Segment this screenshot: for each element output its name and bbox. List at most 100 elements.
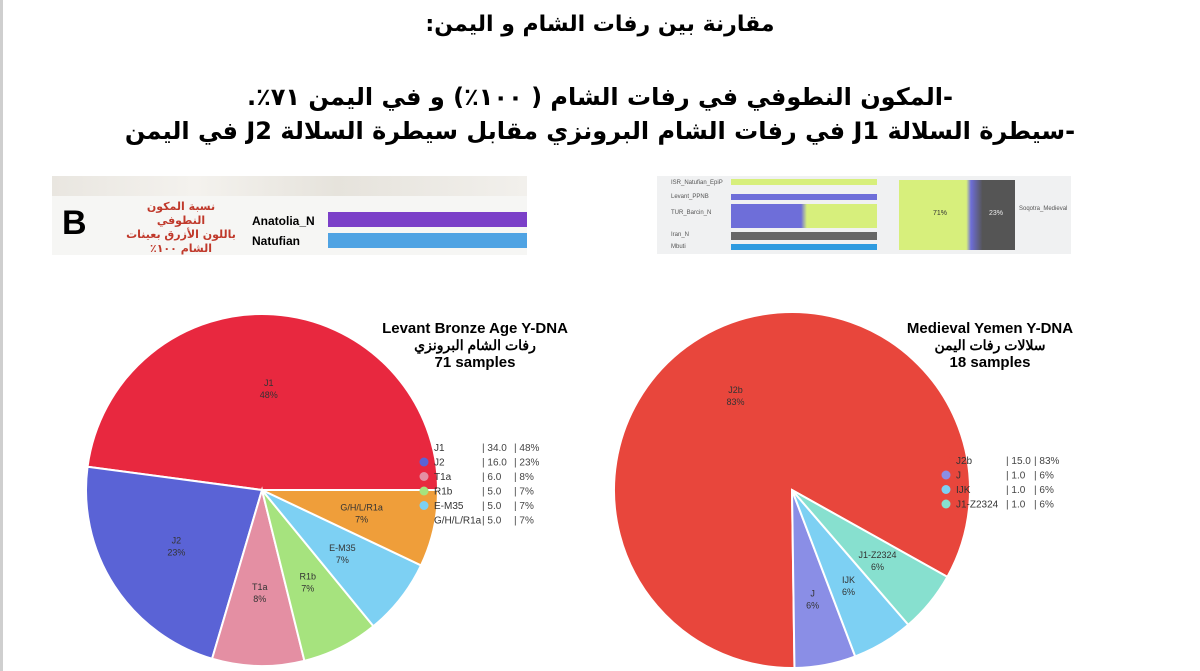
note-line: باللون الأزرق بعينات bbox=[126, 228, 236, 241]
legend-percent: | 6% bbox=[1034, 500, 1054, 511]
slice-percent-label: 7% bbox=[355, 514, 368, 524]
row-label: Iran_N bbox=[671, 232, 690, 238]
legend-label: IJK bbox=[956, 485, 971, 496]
legend-label: T1a bbox=[434, 472, 452, 483]
legend-swatch bbox=[419, 486, 429, 496]
slice-label: J2b bbox=[728, 385, 743, 395]
admixture-strip bbox=[731, 194, 877, 200]
admixture-strip bbox=[731, 244, 877, 250]
legend-value: | 1.0 bbox=[1006, 471, 1026, 482]
panel-b-letter: B bbox=[62, 204, 87, 242]
slice-label: IJK bbox=[842, 575, 855, 585]
row-label: Levant_PPNB bbox=[671, 194, 709, 200]
note-line: الشام ١٠٠٪ bbox=[150, 242, 212, 255]
admixture-strip bbox=[731, 179, 877, 185]
legend-swatch bbox=[419, 515, 429, 525]
legend-percent: | 7% bbox=[514, 516, 534, 527]
legend-value: | 34.0 bbox=[482, 443, 507, 454]
levant-chart-subtitle: رفات الشام البرونزي bbox=[414, 337, 536, 353]
pie-slice bbox=[791, 489, 949, 627]
legend-swatch bbox=[419, 443, 429, 452]
anatolia-ancestry-bar bbox=[328, 212, 527, 227]
legend-swatch bbox=[419, 501, 429, 510]
legend-percent: | 48% bbox=[514, 443, 539, 454]
note-line: نسبة المكون النطوفي bbox=[146, 200, 216, 227]
pie-slice bbox=[86, 313, 440, 491]
legend-percent: | 6% bbox=[1034, 471, 1054, 482]
pie-slice bbox=[613, 311, 971, 669]
legend-label: J1 bbox=[434, 443, 445, 454]
slice-label: J1 bbox=[264, 378, 274, 388]
slice-label: T1a bbox=[252, 582, 268, 592]
legend-percent: | 83% bbox=[1034, 456, 1059, 467]
slice-percent-label: 83% bbox=[726, 397, 744, 407]
slice-percent-label: 6% bbox=[806, 600, 819, 610]
levant-chart-samples: 71 samples bbox=[434, 354, 516, 371]
pie-slice bbox=[210, 486, 306, 667]
slice-percent-label: 7% bbox=[336, 555, 349, 565]
yemen-chart-subtitle: سلالات رفات اليمن bbox=[934, 337, 1046, 353]
population-label-natufian: Natufian bbox=[252, 234, 300, 248]
row-label: ISR_Natufian_EpiP bbox=[671, 180, 723, 186]
slice-percent-label: 48% bbox=[260, 390, 278, 400]
slice-label: J bbox=[810, 588, 815, 598]
legend-percent: | 8% bbox=[514, 472, 534, 483]
legend-percent: | 6% bbox=[1034, 485, 1054, 496]
yemen-chart-samples: 18 samples bbox=[949, 354, 1031, 371]
admixture-strip bbox=[731, 204, 877, 228]
soqotra-admixture-block bbox=[899, 180, 1015, 250]
legend-label: J2 bbox=[434, 458, 445, 469]
yemen-chart-title: Medieval Yemen Y-DNA bbox=[906, 320, 1074, 337]
slice-label: J2 bbox=[172, 536, 182, 546]
yemen-chart-title-block: Medieval Yemen Y-DNA سلالات رفات اليمن 1… bbox=[880, 320, 1100, 371]
legend-label: E-M35 bbox=[434, 501, 464, 512]
legend-label: R1b bbox=[434, 487, 453, 498]
pie-slice bbox=[261, 489, 440, 567]
row-label: TUR_Barcin_N bbox=[671, 210, 712, 216]
slice-percent-label: 8% bbox=[253, 594, 266, 604]
legend-swatch bbox=[419, 457, 429, 467]
slice-label: J1-Z2324 bbox=[859, 550, 897, 560]
legend-swatch bbox=[941, 456, 951, 465]
levant-chart-title-block: Levant Bronze Age Y-DNA رفات الشام البرو… bbox=[360, 320, 590, 371]
row-label: Mbuti bbox=[671, 244, 686, 250]
slide-left-border bbox=[0, 0, 3, 671]
legend-value: | 6.0 bbox=[482, 472, 502, 483]
admixture-panel-right: ISR_Natufian_EpiP Levant_PPNB TUR_Barcin… bbox=[657, 176, 1071, 254]
legend-value: | 5.0 bbox=[482, 501, 502, 512]
legend-value: | 1.0 bbox=[1006, 500, 1026, 511]
soqotra-pct-left: 71% bbox=[933, 210, 948, 217]
admixture-strip bbox=[731, 232, 877, 240]
population-label-anatolia: Anatolia_N bbox=[252, 214, 315, 228]
legend-swatch bbox=[419, 472, 429, 481]
legend-percent: | 7% bbox=[514, 487, 534, 498]
legend-value: | 16.0 bbox=[482, 458, 507, 469]
legend-swatch bbox=[941, 499, 951, 509]
soqotra-pct-right: 23% bbox=[989, 210, 1004, 217]
slice-label: R1b bbox=[299, 571, 316, 581]
slide-title: مقارنة بين رفات الشام و اليمن: bbox=[425, 12, 775, 37]
slice-percent-label: 6% bbox=[842, 587, 855, 597]
panel-b-arabic-note: نسبة المكون النطوفي باللون الأزرق بعينات… bbox=[122, 200, 240, 255]
levant-chart-title: Levant Bronze Age Y-DNA bbox=[382, 320, 568, 337]
legend-swatch bbox=[941, 470, 951, 480]
legend-label: J bbox=[956, 471, 961, 482]
legend-label: G/H/L/R1a bbox=[434, 516, 482, 527]
slice-label: G/H/L/R1a bbox=[340, 502, 383, 512]
legend-value: | 15.0 bbox=[1006, 456, 1031, 467]
legend-label: J2b bbox=[956, 456, 973, 467]
slice-percent-label: 7% bbox=[301, 583, 314, 593]
soqotra-label: Soqotra_Medieval bbox=[1019, 206, 1068, 212]
slice-percent-label: 6% bbox=[871, 562, 884, 572]
slice-percent-label: 23% bbox=[167, 548, 185, 558]
legend-percent: | 7% bbox=[514, 501, 534, 512]
legend-percent: | 23% bbox=[514, 458, 539, 469]
natufian-ancestry-bar bbox=[328, 233, 527, 248]
natufian-component-statement: -المكون النطوفي في رفات الشام ( ١٠٠٪) و … bbox=[247, 83, 953, 111]
slice-label: E-M35 bbox=[329, 543, 356, 553]
admixture-panel-b: B نسبة المكون النطوفي باللون الأزرق بعين… bbox=[52, 176, 527, 255]
legend-value: | 5.0 bbox=[482, 516, 502, 527]
panel-b-background-texture bbox=[52, 176, 527, 196]
legend-value: | 1.0 bbox=[1006, 485, 1026, 496]
